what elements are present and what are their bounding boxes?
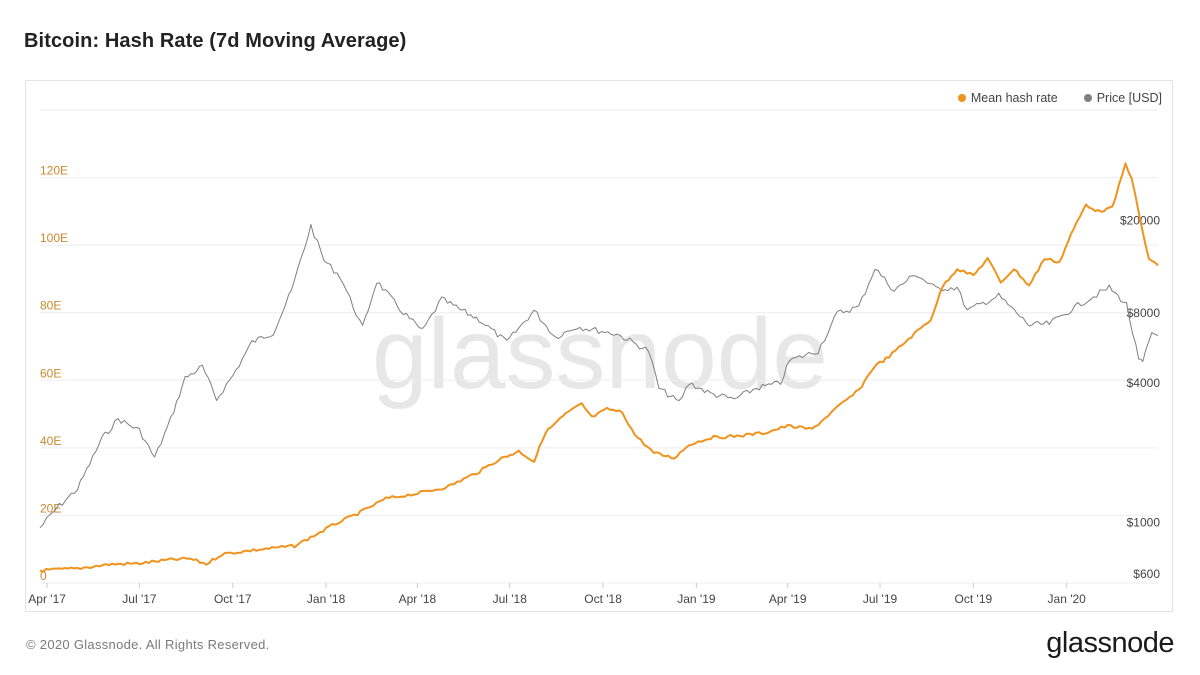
brand-logo[interactable]: glassnode	[1046, 627, 1174, 659]
x-tick-label: Jul '19	[863, 592, 898, 606]
y-right-tick-label: $4000	[1127, 376, 1161, 390]
y-left-tick-label: 60E	[40, 366, 61, 380]
y-axis-right: $600$1000$4000$8000$20000	[1120, 214, 1160, 581]
legend-dot-hash-rate	[957, 94, 966, 102]
x-axis: Apr '17 Jul '17 Oct '17 Jan '18 Apr '18 Jul '…	[28, 583, 1086, 606]
x-tick-label: Jul '17	[122, 592, 157, 606]
y-left-tick-label: 0	[40, 569, 47, 583]
legend: Mean hash rate Price [USD]	[957, 91, 1162, 105]
x-tick-label: Oct '17	[214, 592, 252, 606]
x-tick-label: Apr '19	[769, 592, 807, 606]
series-line-hash-rate	[39, 162, 1159, 573]
x-tick-label: Jan '19	[677, 592, 716, 606]
copyright-text: © 2020 Glassnode. All Rights Reserved.	[26, 637, 270, 652]
x-tick-label: Oct '18	[584, 592, 622, 606]
grid-lines	[40, 109, 1158, 584]
legend-item-hash-rate[interactable]: Mean hash rate	[957, 91, 1058, 105]
legend-label-price: Price [USD]	[1096, 91, 1162, 105]
x-tick-label: Apr '18	[399, 592, 437, 606]
x-tick-label: Jan '20	[1048, 592, 1087, 606]
y-right-tick-label: $8000	[1127, 306, 1161, 320]
page-title: Bitcoin: Hash Rate (7d Moving Average)	[24, 30, 407, 52]
series-line-price	[39, 224, 1159, 529]
x-tick-label: Oct '19	[955, 592, 993, 606]
legend-dot-price	[1083, 94, 1092, 102]
chart-panel	[25, 80, 1173, 612]
legend-label-hash-rate: Mean hash rate	[970, 91, 1058, 105]
y-left-tick-label: 100E	[40, 231, 68, 245]
x-tick-label: Jul '18	[493, 592, 528, 606]
y-left-tick-label: 120E	[40, 164, 68, 178]
y-left-tick-label: 80E	[40, 299, 61, 313]
legend-item-price[interactable]: Price [USD]	[1083, 91, 1162, 105]
y-right-tick-label: $1000	[1127, 516, 1161, 530]
series-layer	[39, 162, 1159, 573]
watermark-text: glassnode	[372, 298, 828, 410]
y-left-tick-label: 20E	[40, 501, 61, 515]
x-tick-label: Apr '17	[28, 592, 66, 606]
y-left-tick-label: 40E	[40, 434, 61, 448]
x-tick-label: Jan '18	[307, 592, 346, 606]
y-right-tick-label: $600	[1133, 567, 1160, 581]
y-axis-left: 0 20E 40E 60E 80E 100E 120E	[40, 164, 68, 583]
